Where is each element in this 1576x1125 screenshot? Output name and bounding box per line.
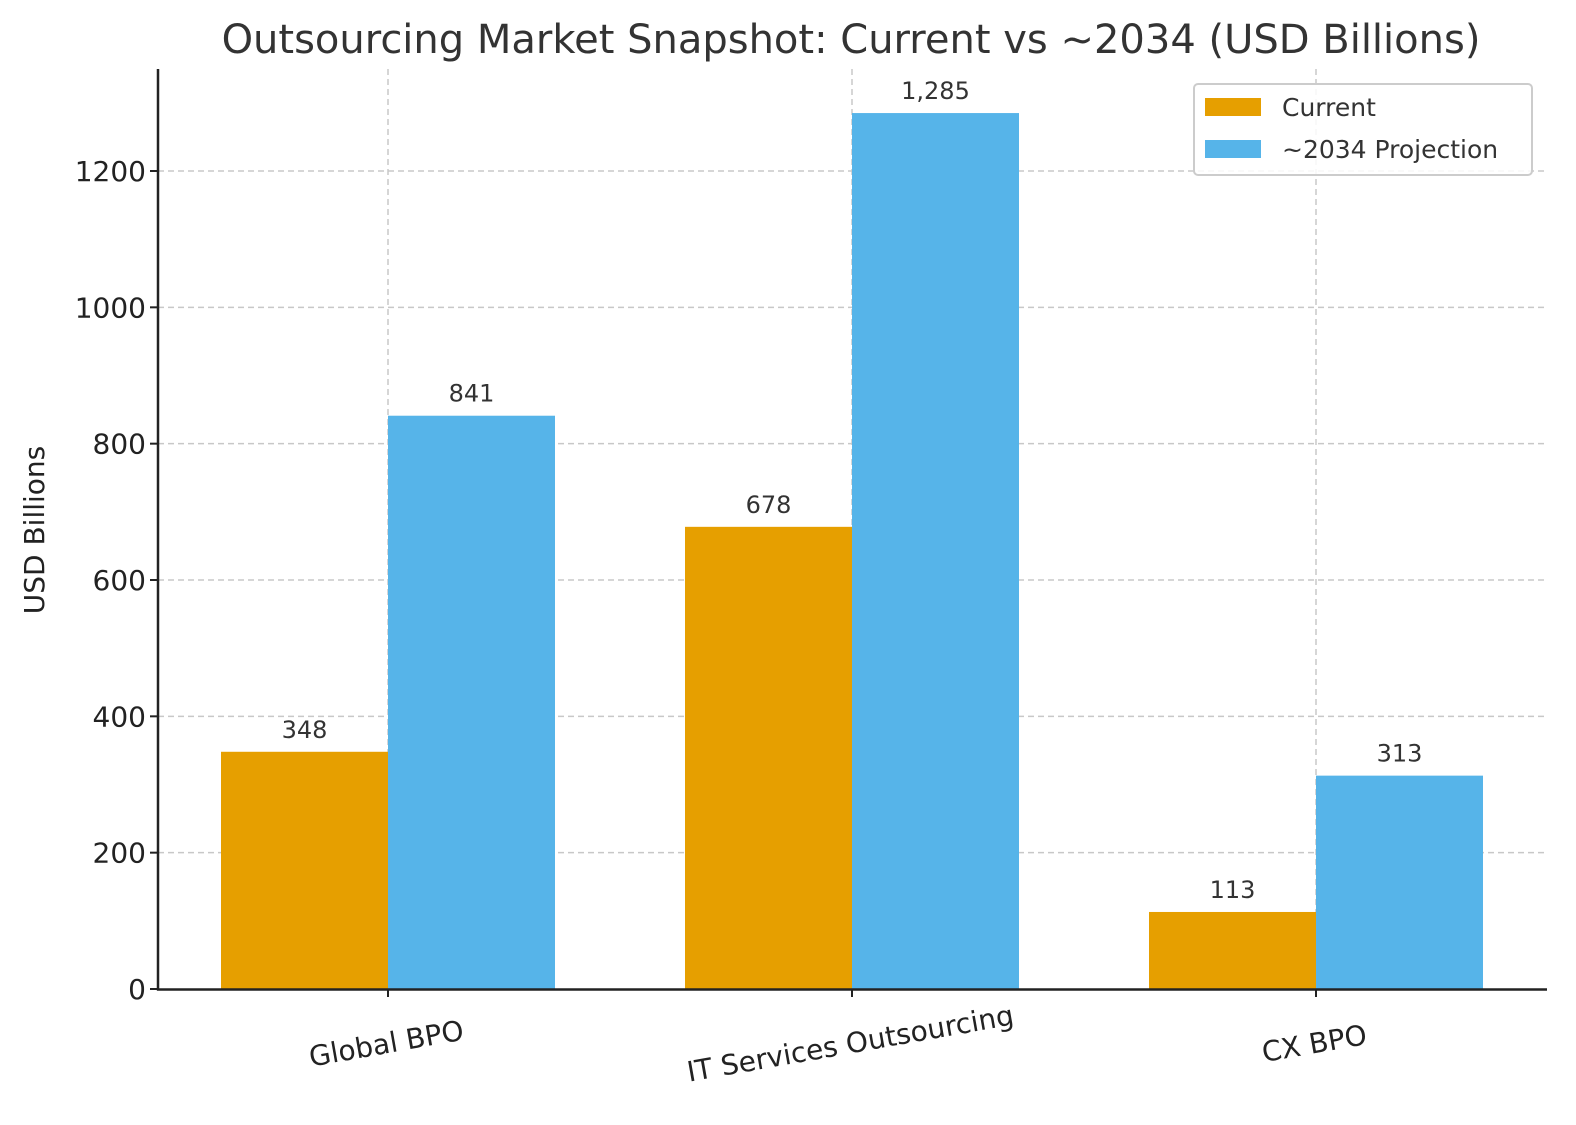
- data-labels: 348 678 113 841 1,285 313: [282, 77, 1423, 904]
- y-tick-label: 400: [93, 700, 146, 733]
- data-label: 1,285: [901, 77, 970, 105]
- y-tick-label: 1000: [75, 291, 146, 324]
- y-tick-label: 1200: [75, 155, 146, 188]
- legend-frame: [1193, 83, 1533, 176]
- data-label: 113: [1210, 876, 1256, 904]
- y-tick-label: 200: [93, 837, 146, 870]
- x-axis-ticks: Global BPO IT Services Outsourcing CX BPO: [306, 989, 1369, 1089]
- y-axis-ticks: 0 200 400 600 800 1000 1200: [75, 155, 158, 1006]
- bar-current-2: [1149, 911, 1316, 989]
- legend-swatch-current: [1205, 98, 1261, 116]
- legend-label-current: Current: [1282, 93, 1376, 122]
- x-tick-label: CX BPO: [1259, 1018, 1369, 1069]
- y-tick-label: 0: [128, 973, 146, 1006]
- x-tick-label: IT Services Outsourcing: [684, 999, 1016, 1089]
- bars: [221, 113, 1483, 989]
- bar-current-0: [221, 751, 388, 989]
- bar-projection-0: [388, 415, 555, 989]
- data-label: 841: [449, 380, 495, 408]
- y-axis-label: USD Billions: [18, 446, 51, 615]
- chart-title: Outsourcing Market Snapshot: Current vs …: [222, 17, 1481, 63]
- bar-projection-1: [852, 113, 1019, 989]
- y-tick-label: 600: [93, 564, 146, 597]
- data-label: 678: [746, 491, 792, 519]
- bar-projection-2: [1316, 775, 1483, 989]
- legend: Current ~2034 Projection: [1193, 83, 1533, 176]
- legend-label-projection: ~2034 Projection: [1282, 135, 1498, 164]
- data-label: 313: [1377, 740, 1423, 768]
- x-tick-label: Global BPO: [306, 1014, 466, 1074]
- legend-swatch-projection: [1205, 140, 1261, 158]
- bar-current-1: [685, 526, 852, 989]
- y-tick-label: 800: [93, 428, 146, 461]
- data-label: 348: [282, 716, 328, 744]
